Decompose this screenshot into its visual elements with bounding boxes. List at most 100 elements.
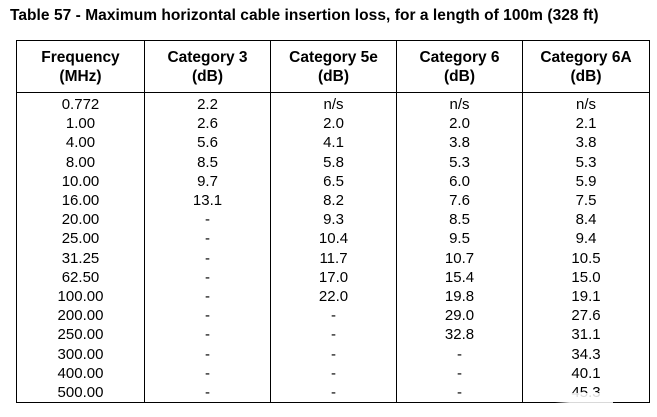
cell-category-3: - (144, 344, 271, 364)
cell-frequency: 500.00 (16, 383, 145, 404)
watermark-overlay (555, 393, 613, 413)
cell-category-5e: n/s (270, 92, 397, 115)
cell-category-6: 32.8 (396, 325, 523, 345)
header-frequency-unit: (MHz) (59, 67, 102, 85)
cell-category-6: - (396, 363, 523, 384)
table-row: 20.00 - 9.3 8.5 8.4 (16, 210, 650, 230)
cell-category-5e: 17.0 (270, 267, 397, 288)
cell-frequency: 4.00 (16, 133, 145, 153)
cell-frequency: 1.00 (16, 114, 145, 134)
cell-category-6a: 8.4 (522, 210, 650, 230)
cell-category-6: 10.7 (396, 248, 523, 268)
cell-frequency: 100.00 (16, 287, 145, 307)
cell-category-6a: 15.0 (522, 267, 650, 288)
table-row: 25.00 - 10.4 9.5 9.4 (16, 229, 650, 249)
cell-frequency: 31.25 (16, 248, 145, 268)
cell-category-5e: 10.4 (270, 229, 397, 249)
header-category-3-title: Category 3 (167, 48, 248, 66)
cell-frequency: 62.50 (16, 267, 145, 288)
cell-category-3: 8.5 (144, 152, 271, 172)
cell-category-6: 15.4 (396, 267, 523, 288)
cell-category-6: 2.0 (396, 114, 523, 134)
cell-category-6a: 9.4 (522, 229, 650, 249)
header-category-6: Category 6 (dB) (396, 40, 523, 93)
cell-category-5e: 22.0 (270, 287, 397, 307)
cell-category-5e: - (270, 325, 397, 345)
table-row: 31.25 - 11.7 10.7 10.5 (16, 248, 650, 268)
header-category-6-title: Category 6 (419, 48, 500, 66)
cell-frequency: 250.00 (16, 325, 145, 345)
cell-category-6a: 10.5 (522, 248, 650, 268)
cell-frequency: 20.00 (16, 210, 145, 230)
cell-category-5e: 8.2 (270, 191, 397, 211)
cell-category-6: n/s (396, 92, 523, 115)
cell-frequency: 8.00 (16, 152, 145, 172)
cell-category-6a: 34.3 (522, 344, 650, 364)
cell-category-3: - (144, 325, 271, 345)
cell-category-5e: - (270, 344, 397, 364)
cell-category-3: 5.6 (144, 133, 271, 153)
table-row: 62.50 - 17.0 15.4 15.0 (16, 267, 650, 288)
cell-category-6: 29.0 (396, 306, 523, 326)
cell-category-3: - (144, 229, 271, 249)
header-category-6a: Category 6A (dB) (522, 40, 650, 93)
cell-category-6a: 5.9 (522, 171, 650, 192)
header-category-5e-unit: (dB) (318, 67, 349, 85)
cell-category-6a: 2.1 (522, 114, 650, 134)
cell-category-5e: 5.8 (270, 152, 397, 172)
header-category-6-unit: (dB) (444, 67, 475, 85)
cell-category-6: 5.3 (396, 152, 523, 172)
cell-category-3: - (144, 383, 271, 404)
table-row: 1.00 2.6 2.0 2.0 2.1 (16, 114, 650, 134)
cell-frequency: 0.772 (16, 92, 145, 115)
cell-category-6a: 3.8 (522, 133, 650, 153)
cell-category-3: 2.2 (144, 92, 271, 115)
cell-frequency: 200.00 (16, 306, 145, 326)
cell-category-5e: - (270, 383, 397, 404)
header-category-6a-title: Category 6A (540, 48, 632, 66)
cell-category-6a: 19.1 (522, 287, 650, 307)
table-row: 8.00 8.5 5.8 5.3 5.3 (16, 152, 650, 172)
cell-category-5e: 9.3 (270, 210, 397, 230)
cell-category-6: 8.5 (396, 210, 523, 230)
header-frequency-title: Frequency (41, 48, 120, 66)
table-row: 10.00 9.7 6.5 6.0 5.9 (16, 171, 650, 192)
cell-category-5e: - (270, 363, 397, 384)
header-category-6a-unit: (dB) (570, 67, 602, 85)
cell-category-6a: 27.6 (522, 306, 650, 326)
table-row: 400.00 - - - 40.1 (16, 363, 650, 384)
table-row: 200.00 - - 29.0 27.6 (16, 306, 650, 326)
cell-category-6a: 31.1 (522, 325, 650, 345)
cell-category-3: 9.7 (144, 171, 271, 192)
cell-category-5e: 4.1 (270, 133, 397, 153)
header-frequency: Frequency (MHz) (16, 40, 145, 93)
cell-category-3: - (144, 267, 271, 288)
cell-category-3: - (144, 363, 271, 384)
cell-category-6a: 7.5 (522, 191, 650, 211)
cell-category-3: - (144, 306, 271, 326)
cell-category-5e: 6.5 (270, 171, 397, 192)
cell-category-3: - (144, 287, 271, 307)
cell-category-6: 6.0 (396, 171, 523, 192)
table-row: 16.00 13.1 8.2 7.6 7.5 (16, 191, 650, 211)
cell-frequency: 300.00 (16, 344, 145, 364)
cell-frequency: 16.00 (16, 191, 145, 211)
table-caption: Table 57 - Maximum horizontal cable inse… (10, 7, 599, 24)
cell-category-5e: - (270, 306, 397, 326)
cell-category-5e: 2.0 (270, 114, 397, 134)
cell-frequency: 25.00 (16, 229, 145, 249)
table-row: 100.00 - 22.0 19.8 19.1 (16, 287, 650, 307)
cell-frequency: 400.00 (16, 363, 145, 384)
cell-category-3: - (144, 210, 271, 230)
table-row: 0.772 2.2 n/s n/s n/s (16, 92, 650, 115)
cell-category-6: - (396, 344, 523, 364)
cell-category-6: - (396, 383, 523, 404)
cell-category-6: 19.8 (396, 287, 523, 307)
cell-category-6a: 40.1 (522, 363, 650, 384)
cell-category-5e: 11.7 (270, 248, 397, 268)
header-category-5e-title: Category 5e (289, 48, 378, 66)
header-row: Frequency (MHz) Category 3 (dB) Category… (16, 40, 650, 93)
table-row: 250.00 - - 32.8 31.1 (16, 325, 650, 345)
cell-category-3: 2.6 (144, 114, 271, 134)
cell-category-6: 7.6 (396, 191, 523, 211)
